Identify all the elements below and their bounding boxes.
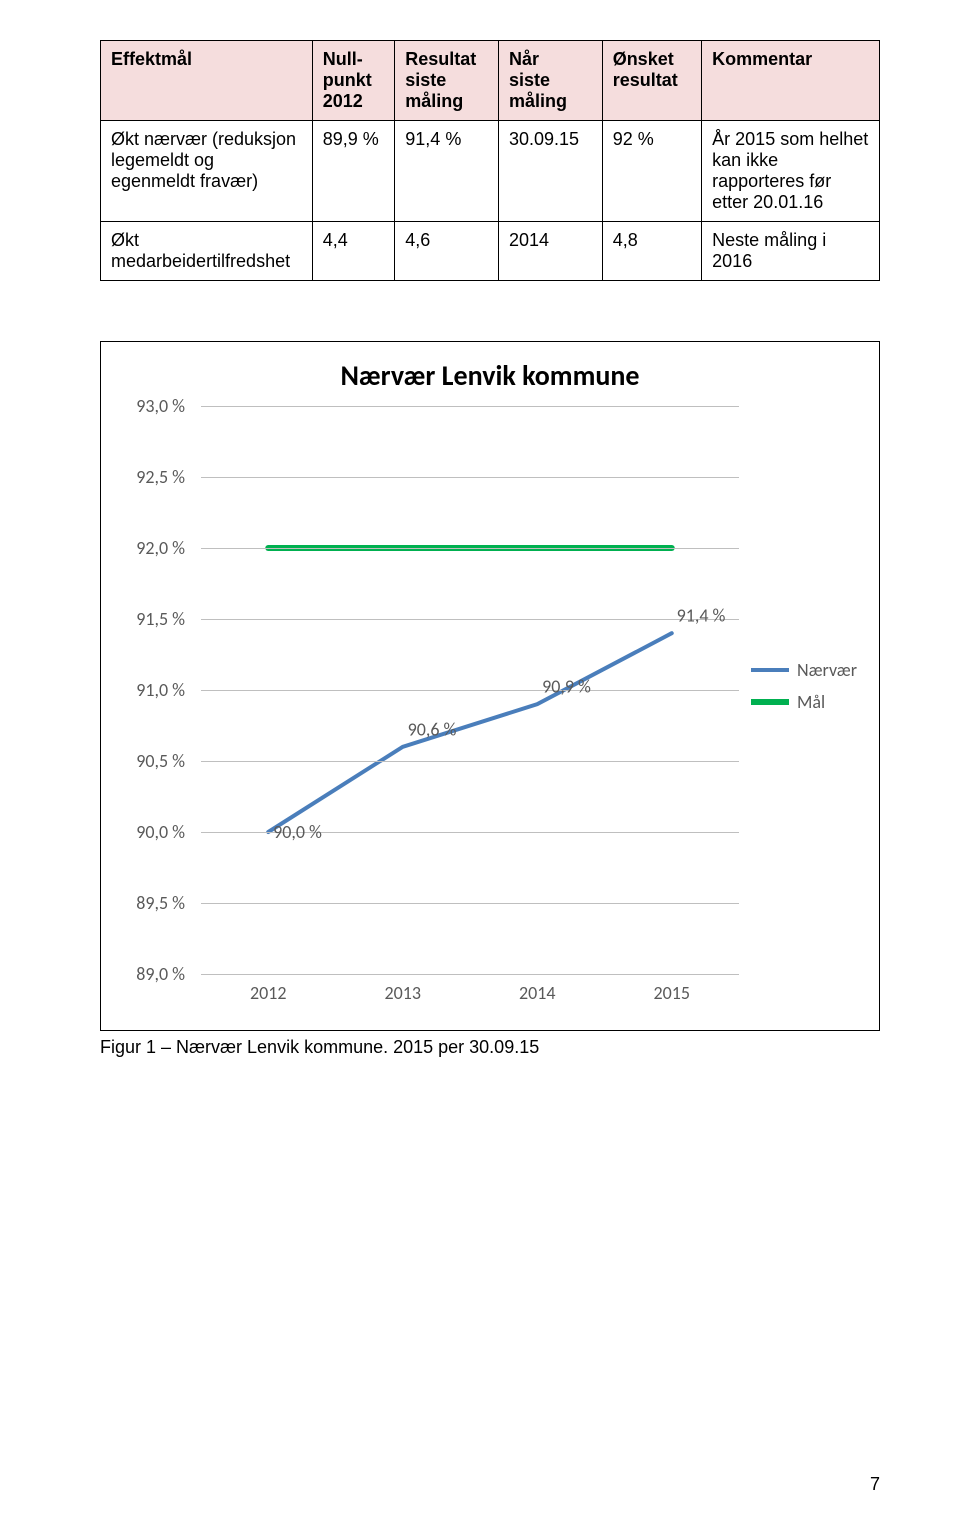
legend: Nærvær Mål (751, 649, 857, 723)
point-label: 90,6 % (408, 718, 457, 740)
grid-line (201, 903, 739, 904)
cell: 92 % (602, 121, 701, 222)
legend-swatch (751, 699, 789, 705)
y-axis: 89,0 %89,5 %90,0 %90,5 %91,0 %91,5 %92,0… (121, 406, 191, 974)
col-header: Ønsketresultat (602, 41, 701, 121)
y-tick-label: 91,5 % (136, 608, 185, 630)
y-tick-label: 90,0 % (136, 821, 185, 843)
figure-caption: Figur 1 – Nærvær Lenvik kommune. 2015 pe… (100, 1037, 880, 1058)
legend-item: Mål (751, 691, 857, 713)
page-number: 7 (870, 1474, 880, 1495)
y-tick-label: 92,0 % (136, 537, 185, 559)
cell: 30.09.15 (498, 121, 602, 222)
point-label: 91,4 % (677, 605, 726, 627)
legend-label: Mål (797, 691, 825, 713)
x-tick-label: 2015 (654, 982, 691, 1004)
col-header: Null-punkt2012 (312, 41, 395, 121)
point-label: 90,0 % (273, 821, 322, 843)
cell: 89,9 % (312, 121, 395, 222)
cell: 4,4 (312, 222, 395, 281)
cell: 91,4 % (395, 121, 499, 222)
y-tick-label: 92,5 % (136, 466, 185, 488)
table-row: Økt nærvær (reduksjon legemeldt og egenm… (101, 121, 880, 222)
cell: 4,6 (395, 222, 499, 281)
col-header: Nårsistemåling (498, 41, 602, 121)
cell: 4,8 (602, 222, 701, 281)
cell: Økt medarbeidertilfredshet (101, 222, 313, 281)
y-tick-label: 90,5 % (136, 750, 185, 772)
legend-swatch (751, 668, 789, 672)
grid-line (201, 974, 739, 975)
chart-frame: Nærvær Lenvik kommune 89,0 % 89,5 % 90,0 %… (100, 341, 880, 1031)
grid-line (201, 548, 739, 549)
table-row: Økt medarbeidertilfredshet 4,4 4,6 2014 … (101, 222, 880, 281)
x-axis: 2012 2013 2014 2015 (201, 982, 739, 1010)
y-tick-label: 93,0 % (136, 395, 185, 417)
grid-line (201, 477, 739, 478)
point-label: 90,9 % (542, 676, 591, 698)
cell: År 2015 som helhet kan ikke rapporteres … (702, 121, 880, 222)
grid-line (201, 761, 739, 762)
plot-area: 90,0 % 90,6 % 90,9 % 91,4 % (201, 406, 739, 974)
y-tick-label: 91,0 % (136, 679, 185, 701)
cell: 2014 (498, 222, 602, 281)
legend-item: Nærvær (751, 659, 857, 681)
table-header-row: Effektmål Null-punkt2012 Resultatsistemå… (101, 41, 880, 121)
x-tick-label: 2013 (385, 982, 422, 1004)
effect-goal-table: Effektmål Null-punkt2012 Resultatsistemå… (100, 40, 880, 281)
grid-line (201, 690, 739, 691)
cell: Neste måling i 2016 (702, 222, 880, 281)
chart-title: Nærvær Lenvik kommune (123, 358, 857, 393)
x-tick-label: 2014 (519, 982, 556, 1004)
series-line (268, 633, 672, 832)
legend-label: Nærvær (797, 659, 857, 681)
col-header: Kommentar (702, 41, 880, 121)
col-header: Effektmål (101, 41, 313, 121)
y-tick-label: 89,5 % (136, 892, 185, 914)
y-tick-label: 89,0 % (136, 963, 185, 985)
col-header: Resultatsistemåling (395, 41, 499, 121)
x-tick-label: 2012 (250, 982, 287, 1004)
cell: Økt nærvær (reduksjon legemeldt og egenm… (101, 121, 313, 222)
grid-line (201, 406, 739, 407)
grid-line (201, 619, 739, 620)
